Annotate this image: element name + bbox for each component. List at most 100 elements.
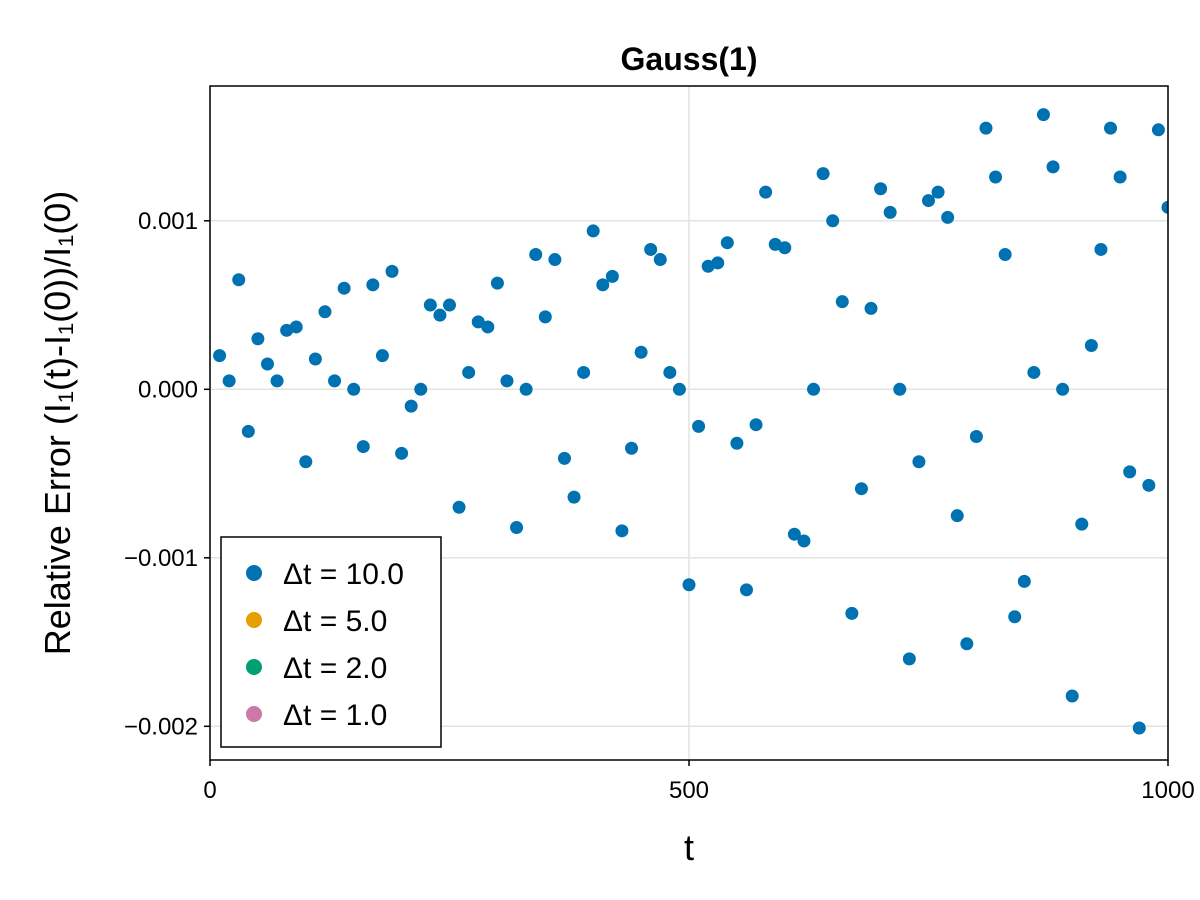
data-point: [625, 441, 639, 455]
data-point: [807, 382, 821, 396]
data-point: [682, 578, 696, 592]
data-point: [404, 399, 418, 413]
data-point: [720, 236, 734, 250]
data-point: [423, 298, 437, 312]
data-point: [912, 455, 926, 469]
data-point: [490, 276, 504, 290]
ticks: 0 500 1000 −0.002 −0.001 0.000 0.001: [124, 208, 1195, 804]
data-point: [510, 520, 524, 534]
x-tick-label: 1000: [1141, 777, 1194, 804]
y-tick-label: −0.001: [124, 545, 198, 572]
data-point: [519, 382, 533, 396]
data-point: [270, 374, 284, 388]
data-point: [653, 253, 667, 267]
data-point: [950, 509, 964, 523]
data-point: [730, 436, 744, 450]
data-point: [663, 365, 677, 379]
x-tick-label: 500: [669, 777, 709, 804]
data-point: [845, 606, 859, 620]
data-point: [260, 357, 274, 371]
data-point: [797, 534, 811, 548]
data-point: [692, 419, 706, 433]
data-point: [577, 365, 591, 379]
legend-marker: [246, 565, 262, 581]
data-point: [1151, 123, 1165, 137]
data-point: [1017, 574, 1031, 588]
data-point: [1084, 338, 1098, 352]
data-point: [462, 365, 476, 379]
data-point: [883, 205, 897, 219]
data-point: [902, 652, 916, 666]
data-point: [759, 185, 773, 199]
data-point: [433, 308, 447, 322]
data-point: [529, 248, 543, 261]
data-point: [251, 332, 265, 346]
data-point: [337, 281, 351, 295]
legend-label: Δt = 1.0: [283, 699, 387, 732]
data-point: [998, 248, 1012, 261]
data-point: [538, 310, 552, 324]
data-point: [328, 374, 342, 388]
data-point: [874, 182, 888, 196]
data-point: [787, 527, 801, 541]
data-point: [989, 170, 1003, 184]
data-point: [739, 583, 753, 597]
data-point: [1123, 465, 1137, 479]
data-point: [347, 382, 361, 396]
data-point: [1104, 121, 1118, 135]
legend-marker: [246, 659, 262, 675]
data-point: [567, 490, 581, 504]
data-point: [1008, 610, 1022, 624]
data-point: [1036, 108, 1050, 122]
data-point: [778, 241, 792, 255]
data-point: [1075, 517, 1089, 531]
data-point: [931, 185, 945, 199]
data-point: [941, 210, 955, 224]
data-point: [979, 121, 993, 135]
series-1: [213, 108, 1168, 735]
data-point: [308, 352, 322, 366]
data-point: [500, 374, 514, 388]
data-point: [605, 269, 619, 283]
legend-marker: [246, 706, 262, 722]
legend-label: Δt = 10.0: [283, 558, 404, 591]
data-point: [443, 298, 456, 312]
data-point: [375, 349, 389, 363]
data-point: [548, 253, 562, 267]
data-point: [835, 295, 849, 309]
data-point: [232, 273, 246, 287]
data-point: [634, 345, 648, 359]
data-point: [960, 637, 974, 651]
y-tick-label: −0.002: [124, 713, 198, 740]
data-point: [289, 320, 303, 334]
legend: Δt = 10.0 Δt = 5.0 Δt = 2.0 Δt = 1.0: [220, 536, 442, 748]
data-point: [922, 194, 935, 208]
data-point: [672, 382, 686, 396]
data-point: [711, 256, 725, 270]
data-point: [644, 242, 658, 256]
data-point: [854, 482, 868, 496]
data-point: [1142, 478, 1156, 492]
series-layer: [213, 108, 1168, 735]
legend-label: Δt = 2.0: [283, 652, 387, 685]
data-point: [1056, 382, 1070, 396]
x-axis-label: t: [684, 827, 694, 868]
data-point: [816, 167, 830, 181]
x-tick-label: 0: [203, 777, 216, 804]
data-point: [557, 451, 571, 465]
data-point: [826, 214, 840, 228]
data-point: [481, 320, 495, 334]
y-axis-label: Relative Error (I₁(t)-I₁(0))/I₁(0): [37, 191, 78, 655]
data-point: [452, 500, 466, 514]
data-point: [749, 418, 763, 432]
data-point: [615, 524, 629, 538]
data-point: [1027, 365, 1041, 379]
data-point: [1094, 242, 1108, 256]
data-point: [222, 374, 236, 388]
data-point: [366, 278, 380, 292]
chart-title: Gauss(1): [621, 41, 758, 77]
y-tick-label: 0.001: [138, 208, 198, 235]
data-point: [213, 349, 227, 363]
